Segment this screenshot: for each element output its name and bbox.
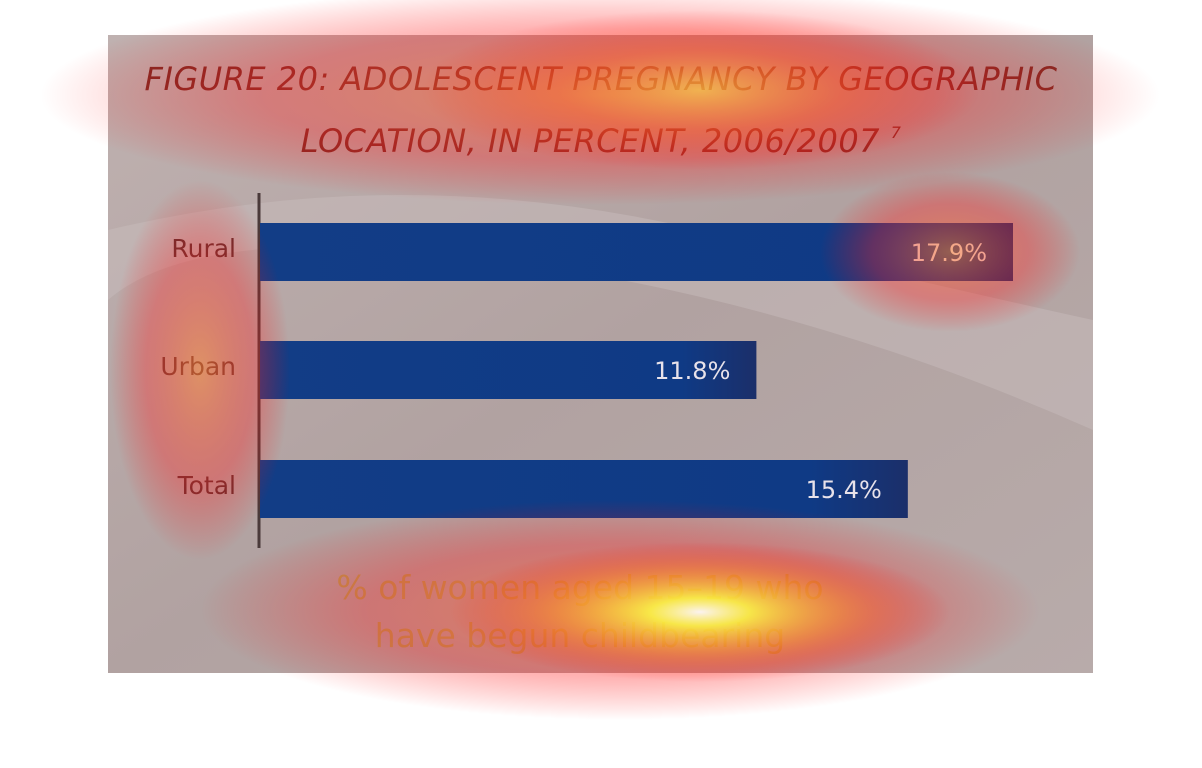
y-tick-label: Total <box>177 471 236 500</box>
value-label: 15.4% <box>806 476 882 504</box>
value-label: 17.9% <box>911 239 987 267</box>
y-tick-label: Rural <box>171 234 236 263</box>
bar <box>260 341 757 399</box>
chart-title-block: FIGURE 20: ADOLESCENT PREGNANCY BY GEOGR… <box>118 52 1084 168</box>
bar <box>260 223 1013 281</box>
title-superscript: 7 <box>890 123 902 142</box>
x-axis-label: % of women aged 15–19 who have begun chi… <box>336 568 824 655</box>
value-label: 11.8% <box>654 357 730 385</box>
y-tick-label: Urban <box>160 352 236 381</box>
chart-title: FIGURE 20: ADOLESCENT PREGNANCY BY GEOGR… <box>144 60 1058 160</box>
